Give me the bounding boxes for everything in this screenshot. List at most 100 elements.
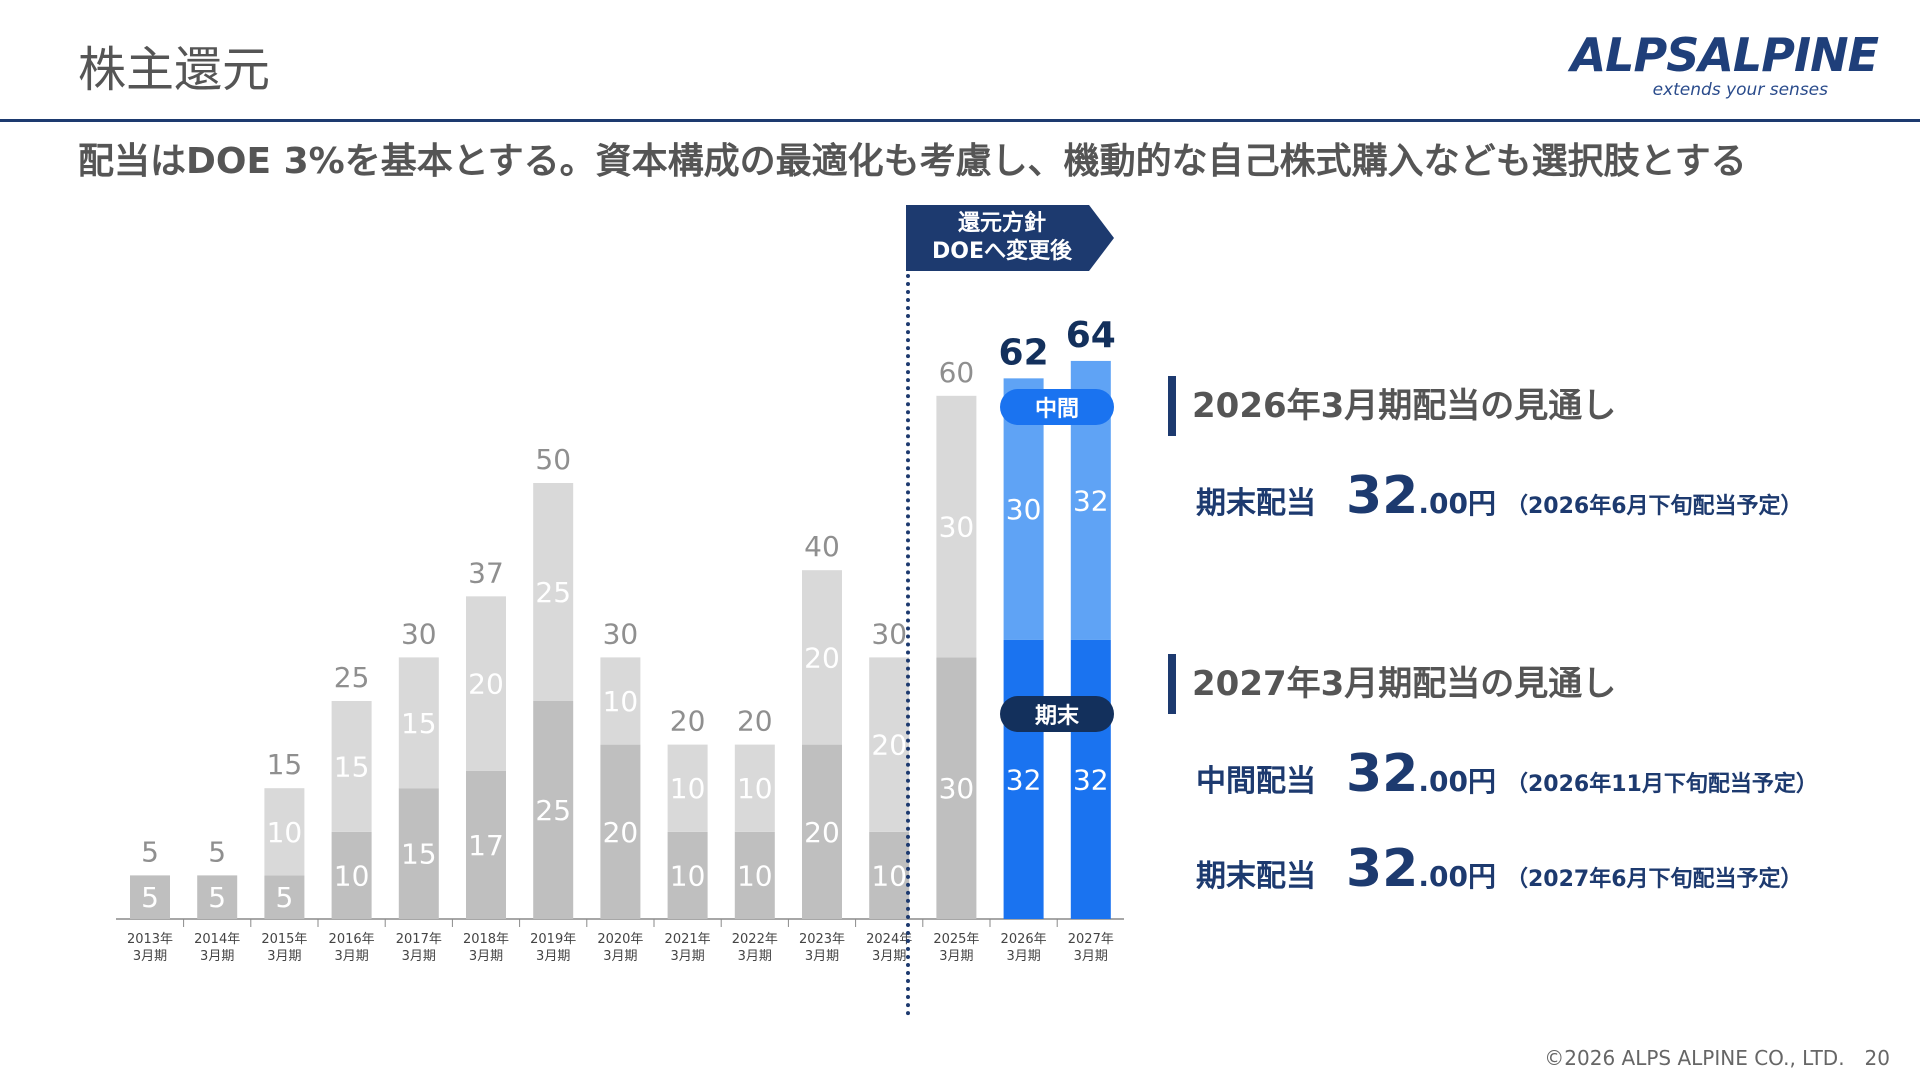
dividend-row: 中間配当 32.00円 （2026年11月下旬配当予定） (1196, 744, 1818, 804)
dividend-row: 期末配当 32.00円 （2026年6月下旬配当予定） (1196, 466, 1803, 526)
copyright: ©2026 ALPS ALPINE CO., LTD. (1544, 1046, 1845, 1070)
x-tick-label-period: 3月期 (334, 949, 368, 964)
interim-segment-label: 20 (468, 668, 504, 701)
bar-final-segment (936, 657, 977, 919)
interim-segment-label: 10 (267, 816, 303, 849)
policy-change-flag: 還元方針 DOEへ変更後 (906, 205, 1114, 271)
final-segment-label: 32 (1073, 763, 1109, 796)
final-segment-label: 5 (141, 881, 159, 914)
final-segment-label: 32 (1006, 763, 1042, 796)
final-segment-label: 15 (401, 838, 437, 871)
bar-final-segment (533, 701, 574, 919)
x-tick-label-year: 2013年 (127, 932, 173, 947)
footer: ©2026 ALPS ALPINE CO., LTD. 20 (1544, 1046, 1890, 1070)
bar-total-label: 20 (737, 705, 773, 738)
bar-final-segment (1070, 639, 1111, 919)
final-segment-label: 10 (670, 859, 706, 892)
x-tick-label-period: 3月期 (536, 949, 570, 964)
bar-interim-segment (936, 395, 977, 658)
bar-total-label: 60 (939, 356, 975, 389)
page-subtitle: 配当はDOE 3%を基本とする。資本構成の最適化も考慮し、機動的な自己株式購入な… (78, 141, 1747, 182)
bar-total-label: 5 (141, 835, 159, 868)
bar-interim-segment (600, 657, 641, 745)
dividend-amount: 32 (1346, 466, 1419, 526)
dividend-schedule-note: （2027年6月下旬配当予定） (1505, 867, 1803, 892)
x-tick-label-period: 3月期 (1006, 949, 1040, 964)
policy-flag-line2: DOEへ変更後 (932, 239, 1072, 264)
x-tick-label-period: 3月期 (939, 949, 973, 964)
dividend-row: 期末配当 32.00円 （2027年6月下旬配当予定） (1196, 839, 1803, 899)
interim-segment-label: 10 (603, 685, 639, 718)
bar-total-label: 30 (871, 617, 907, 650)
dividend-label: 中間配当 (1196, 764, 1316, 799)
bar-final-segment (264, 875, 305, 919)
interim-segment-label: 15 (401, 707, 437, 740)
interim-segment-label: 10 (670, 772, 706, 805)
x-tick-label-period: 3月期 (670, 949, 704, 964)
bar-interim-segment (264, 788, 305, 876)
x-tick-label-year: 2017年 (396, 932, 442, 947)
dividend-label: 期末配当 (1196, 859, 1316, 894)
bar-final-segment (466, 770, 506, 919)
x-tick-label-period: 3月期 (1074, 949, 1108, 964)
page-number: 20 (1864, 1046, 1890, 1070)
page-title: 株主還元 (78, 42, 271, 98)
bar-final-segment (331, 831, 372, 919)
bar-final-segment (197, 875, 238, 919)
outlook-heading: 2026年3月期配当の見通し (1168, 376, 1616, 436)
dividend-label: 期末配当 (1196, 486, 1316, 521)
bar-final-segment (130, 875, 170, 919)
interim-segment-label: 10 (737, 772, 773, 805)
bar-interim-segment (466, 596, 506, 771)
interim-segment-label: 30 (939, 511, 975, 544)
final-segment-label: 10 (871, 859, 907, 892)
bar-final-segment (802, 744, 842, 919)
company-logo: ALPSALPINE extends your senses (1571, 30, 1879, 100)
bar-total-label: 37 (468, 556, 504, 589)
bar-final-segment (1003, 639, 1044, 919)
outlook-heading: 2027年3月期配当の見通し (1168, 654, 1616, 714)
bar-final-segment (600, 744, 641, 919)
x-tick-label-year: 2015年 (261, 932, 307, 947)
dividend-amount-decimal: .00円 (1418, 860, 1496, 893)
bar-final-segment (734, 831, 775, 919)
bar-final-segment (398, 788, 439, 919)
bar-total-label: 30 (401, 617, 437, 650)
final-segment-label: 17 (468, 829, 504, 862)
final-segment-label: 10 (334, 859, 370, 892)
x-tick-label-year: 2021年 (665, 932, 711, 947)
header-divider (0, 119, 1920, 122)
bar-final-segment (667, 831, 708, 919)
final-segment-label: 30 (939, 772, 975, 805)
bar-interim-segment (869, 657, 910, 832)
x-tick-label-year: 2020年 (597, 932, 643, 947)
interim-segment-label: 32 (1073, 484, 1109, 517)
interim-segment-label: 25 (535, 576, 571, 609)
bar-total-label: 5 (208, 835, 226, 868)
bar-total-label: 50 (535, 443, 571, 476)
x-tick-label-year: 2027年 (1068, 932, 1114, 947)
policy-change-divider (906, 274, 910, 1016)
outlook-fy2026: 2026年3月期配当の見通し 期末配当 32.00円 （2026年6月下旬配当予定） (1168, 376, 1803, 526)
x-tick-label-period: 3月期 (872, 949, 906, 964)
dividend-amount: 32 (1346, 839, 1419, 899)
bar-total-label: 20 (670, 705, 706, 738)
bar-total-label: 64 (1066, 315, 1116, 356)
x-tick-label-period: 3月期 (469, 949, 503, 964)
dividend-schedule-note: （2026年6月下旬配当予定） (1505, 494, 1803, 519)
x-tick-label-year: 2024年 (866, 932, 912, 947)
interim-segment-label: 20 (871, 729, 907, 762)
final-segment-label: 20 (603, 816, 639, 849)
x-tick-label-year: 2019年 (530, 932, 576, 947)
x-tick-label-year: 2023年 (799, 932, 845, 947)
bar-interim-segment (331, 701, 372, 832)
x-tick-label-period: 3月期 (200, 949, 234, 964)
bar-interim-segment (667, 744, 708, 832)
dividend-amount: 32 (1346, 744, 1419, 804)
final-segment-label: 5 (208, 881, 226, 914)
dividend-schedule-note: （2026年11月下旬配当予定） (1505, 772, 1818, 797)
interim-segment-label: 30 (1006, 493, 1042, 526)
x-tick-label-period: 3月期 (402, 949, 436, 964)
x-tick-label-year: 2014年 (194, 932, 240, 947)
